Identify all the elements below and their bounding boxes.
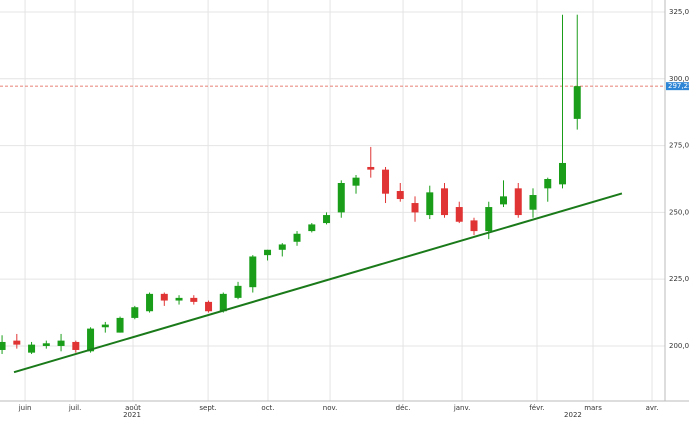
candle-body (234, 285, 242, 298)
candle-body (308, 224, 316, 232)
candle-body (500, 196, 508, 205)
trendline (13, 192, 623, 374)
candle-body (87, 328, 95, 352)
y-tick-label: 300,00 (669, 75, 689, 83)
candle-body (411, 203, 419, 213)
candle-body (382, 169, 390, 194)
x-tick-label: janv. (453, 404, 471, 412)
candle-body (264, 249, 272, 256)
y-tick-label: 225,00 (669, 275, 689, 283)
candle-body (249, 256, 257, 288)
candle-body (160, 293, 168, 301)
x-tick-label: déc. (396, 404, 411, 412)
candle-body (116, 317, 124, 333)
candle-body (72, 341, 80, 350)
x-tick-label: juil. (68, 404, 82, 412)
candle-body (514, 188, 522, 216)
y-tick-label: 250,00 (669, 208, 689, 216)
candle-body (485, 207, 493, 232)
candle-body (441, 188, 449, 216)
candle-body (558, 162, 566, 185)
candle-body (101, 324, 109, 328)
y-tick-label: 275,00 (669, 142, 689, 150)
candle-body (278, 244, 286, 250)
candle-body (0, 341, 6, 350)
x-tick-label: févr. (529, 404, 544, 412)
x-tick-label: avr. (646, 404, 659, 412)
x-tick-label: sept. (199, 404, 216, 412)
candle-body (293, 233, 301, 242)
year-label: 2022 (564, 411, 582, 418)
candle-body (426, 192, 434, 216)
candle-body (323, 215, 331, 224)
candle-body (367, 166, 375, 170)
x-tick-label: juin (18, 404, 32, 412)
x-tick-label: oct. (261, 404, 274, 412)
candle-body (131, 307, 139, 318)
candle-body (470, 220, 478, 232)
candle-body (57, 340, 65, 346)
candle-body (205, 301, 213, 312)
y-tick-label: 325,00 (669, 8, 689, 16)
candle-body (455, 207, 463, 222)
year-label: 2021 (123, 411, 141, 418)
x-tick-label: août (125, 404, 141, 412)
last-price-label: 297,25 (668, 82, 689, 90)
candle-body (573, 86, 581, 119)
candle-body (175, 297, 183, 301)
candle-body (146, 293, 154, 312)
candle-body (544, 178, 552, 189)
y-tick-label: 200,00 (669, 342, 689, 350)
candle-body (13, 340, 21, 345)
candle-body (42, 343, 50, 346)
candle-body (396, 191, 404, 200)
x-tick-label: mars (584, 404, 602, 412)
candle-body (190, 297, 198, 302)
candle-body (337, 183, 345, 213)
last-price-tag (666, 82, 689, 91)
candle-body (28, 344, 36, 353)
x-tick-label: nov. (323, 404, 338, 412)
candle-body (529, 195, 537, 210)
candle-body (352, 177, 360, 186)
candle-body (219, 293, 227, 312)
